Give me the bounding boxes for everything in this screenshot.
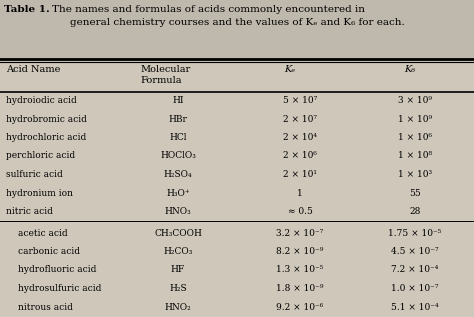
Text: 1.0 × 10⁻⁷: 1.0 × 10⁻⁷ [391,284,439,293]
Text: hydroiodic acid: hydroiodic acid [6,96,77,105]
Text: 1.8 × 10⁻⁹: 1.8 × 10⁻⁹ [276,284,324,293]
Text: Molecular: Molecular [140,65,190,74]
Text: hydrobromic acid: hydrobromic acid [6,114,87,124]
Text: 1 × 10⁸: 1 × 10⁸ [398,152,432,160]
Text: 1 × 10⁹: 1 × 10⁹ [398,114,432,124]
Text: H₃O⁺: H₃O⁺ [166,189,190,197]
Text: HBr: HBr [169,114,187,124]
FancyBboxPatch shape [0,0,474,60]
Text: 1 × 10⁶: 1 × 10⁶ [398,133,432,142]
Text: 1: 1 [297,189,303,197]
Text: H₂SO₄: H₂SO₄ [164,170,192,179]
Text: Table 1.: Table 1. [4,5,50,14]
Text: 3.2 × 10⁻⁷: 3.2 × 10⁻⁷ [276,229,324,237]
Text: 1 × 10³: 1 × 10³ [398,170,432,179]
Text: HCl: HCl [169,133,187,142]
Text: H₂S: H₂S [169,284,187,293]
Text: HI: HI [172,96,184,105]
Text: general chemistry courses and the values of Kₑ and K₆ for each.: general chemistry courses and the values… [70,18,405,27]
Text: hydronium ion: hydronium ion [6,189,73,197]
Text: 1.3 × 10⁻⁵: 1.3 × 10⁻⁵ [276,266,324,275]
Text: nitrous acid: nitrous acid [18,302,73,312]
Text: 1.75 × 10⁻⁵: 1.75 × 10⁻⁵ [388,229,442,237]
Text: HOClO₃: HOClO₃ [160,152,196,160]
Text: H₂CO₃: H₂CO₃ [164,247,193,256]
Text: nitric acid: nitric acid [6,207,53,216]
Text: perchloric acid: perchloric acid [6,152,75,160]
Text: sulfuric acid: sulfuric acid [6,170,63,179]
Text: carbonic acid: carbonic acid [18,247,80,256]
Text: 5 × 10⁷: 5 × 10⁷ [283,96,317,105]
Text: The names and formulas of acids commonly encountered in: The names and formulas of acids commonly… [52,5,365,14]
Text: CH₃COOH: CH₃COOH [154,229,202,237]
Text: 7.2 × 10⁻⁴: 7.2 × 10⁻⁴ [392,266,439,275]
Text: 5.1 × 10⁻⁴: 5.1 × 10⁻⁴ [391,302,439,312]
Text: Acid Name: Acid Name [6,65,60,74]
Text: 55: 55 [409,189,421,197]
Text: K₆: K₆ [404,65,416,74]
Text: 28: 28 [410,207,421,216]
FancyBboxPatch shape [0,60,474,317]
Text: HF: HF [171,266,185,275]
Text: hydrosulfuric acid: hydrosulfuric acid [18,284,101,293]
Text: 8.2 × 10⁻⁹: 8.2 × 10⁻⁹ [276,247,324,256]
Text: 2 × 10⁷: 2 × 10⁷ [283,114,317,124]
Text: 2 × 10¹: 2 × 10¹ [283,170,317,179]
Text: Kₑ: Kₑ [284,65,295,74]
Text: hydrochloric acid: hydrochloric acid [6,133,86,142]
Text: HNO₂: HNO₂ [164,302,191,312]
Text: ≈ 0.5: ≈ 0.5 [288,207,312,216]
Text: 4.5 × 10⁻⁷: 4.5 × 10⁻⁷ [391,247,439,256]
Text: 9.2 × 10⁻⁶: 9.2 × 10⁻⁶ [276,302,324,312]
Text: 3 × 10⁹: 3 × 10⁹ [398,96,432,105]
Text: acetic acid: acetic acid [18,229,68,237]
Text: 2 × 10⁴: 2 × 10⁴ [283,133,317,142]
Text: hydrofluoric acid: hydrofluoric acid [18,266,96,275]
Text: 2 × 10⁶: 2 × 10⁶ [283,152,317,160]
Text: Formula: Formula [140,76,182,85]
Text: HNO₃: HNO₃ [164,207,191,216]
